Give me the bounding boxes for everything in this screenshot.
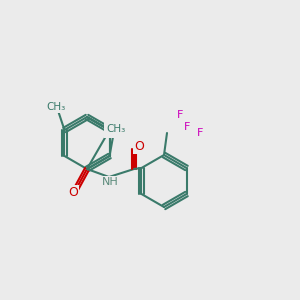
Text: O: O: [68, 187, 78, 200]
Text: CH₃: CH₃: [47, 102, 66, 112]
Text: NH: NH: [102, 177, 118, 187]
Text: F: F: [197, 128, 203, 138]
Text: F: F: [184, 122, 190, 132]
Text: F: F: [177, 110, 183, 120]
Text: N: N: [105, 124, 114, 136]
Text: CH₃: CH₃: [106, 124, 125, 134]
Text: N: N: [105, 124, 114, 136]
Text: O: O: [134, 140, 144, 152]
